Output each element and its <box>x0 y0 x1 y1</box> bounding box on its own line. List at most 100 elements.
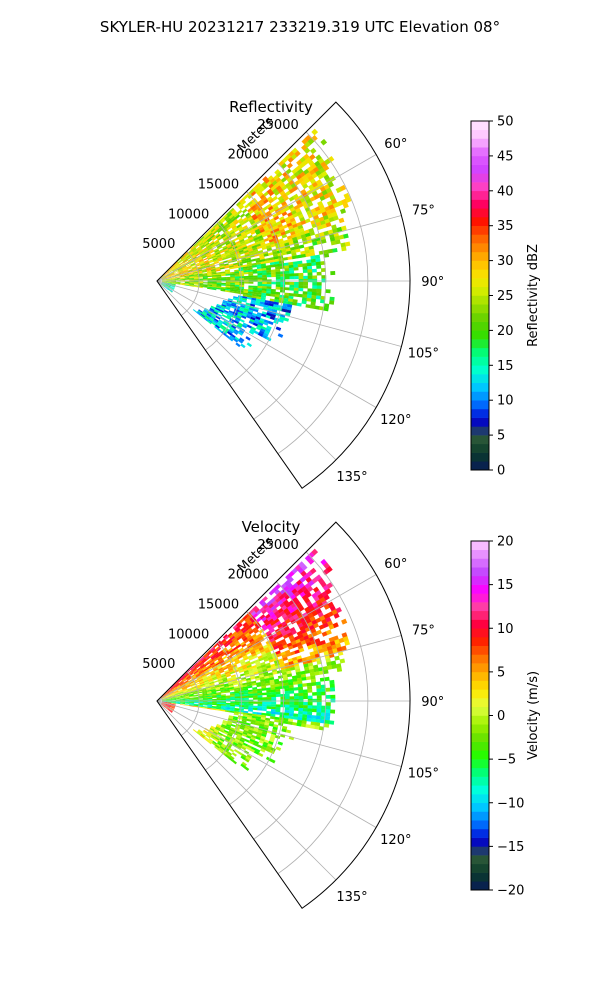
radar-cell <box>182 677 187 682</box>
radar-cell <box>205 672 211 676</box>
radar-cell <box>236 735 242 740</box>
radar-cell <box>268 658 275 663</box>
radar-cell <box>312 275 318 279</box>
colorbar-segment <box>471 208 489 218</box>
radar-cell <box>265 717 271 722</box>
radar-cell <box>206 237 212 242</box>
radar-cell <box>184 283 190 285</box>
radar-cell <box>232 731 238 736</box>
radar-cell <box>246 664 252 669</box>
radar-cell <box>301 657 308 662</box>
radar-cell <box>234 692 240 696</box>
radar-cell <box>214 232 220 238</box>
grid-spoke <box>156 700 337 881</box>
radar-cell <box>262 596 268 602</box>
radar-cell <box>193 705 199 708</box>
radar-cell <box>228 667 234 672</box>
radar-cell <box>210 241 215 246</box>
radar-cell <box>215 234 221 239</box>
radar-cell <box>245 650 251 656</box>
radar-cell <box>286 306 292 311</box>
radar-cell <box>160 704 165 708</box>
radar-cell <box>171 282 176 284</box>
radar-cell <box>325 709 331 714</box>
radar-cell <box>164 272 169 276</box>
radar-cell <box>232 313 238 318</box>
radar-cell <box>221 277 227 279</box>
radar-cell <box>273 678 280 683</box>
radar-cell <box>165 695 171 698</box>
radar-cell <box>307 612 314 619</box>
radar-cell <box>188 258 193 263</box>
radar-cell <box>261 685 267 689</box>
radar-cell <box>220 271 226 274</box>
radar-cell <box>228 756 234 762</box>
radar-cell <box>260 328 266 333</box>
radar-cell <box>233 740 239 745</box>
radar-cell <box>192 309 198 313</box>
radar-cell <box>239 238 245 243</box>
radar-cell <box>302 689 308 693</box>
radar-cell <box>224 635 230 641</box>
radar-cell <box>279 243 286 248</box>
radar-cell <box>330 698 336 703</box>
radar-cell <box>230 241 236 245</box>
radar-cell <box>263 739 270 744</box>
radar-cell <box>247 269 253 273</box>
radar-cell <box>174 693 180 696</box>
radar-cell <box>237 322 244 327</box>
radar-cell <box>311 128 319 136</box>
radar-cell <box>196 239 202 244</box>
radar-cell <box>241 721 247 725</box>
radar-cell <box>232 682 239 686</box>
radar-cell <box>184 695 190 698</box>
radar-cell <box>203 317 209 322</box>
radar-cell <box>201 254 207 258</box>
radar-cell <box>295 638 301 644</box>
radial-tick-label: 5000 <box>142 657 175 672</box>
colorbar-segment <box>471 400 489 410</box>
radar-cell <box>270 288 276 292</box>
radar-cell <box>260 717 266 721</box>
azimuth-tick-label: 75° <box>412 624 435 639</box>
radar-cell <box>252 275 258 278</box>
radar-cell <box>292 212 299 218</box>
radar-cell <box>332 228 338 234</box>
radar-cell <box>280 696 286 700</box>
radar-cell <box>241 315 247 320</box>
radar-cell <box>168 689 173 693</box>
radar-cell <box>166 703 171 706</box>
radar-cell <box>213 643 218 649</box>
radar-cell <box>206 688 212 691</box>
radar-cell <box>166 701 172 703</box>
radar-cell <box>207 739 213 744</box>
radar-cell <box>287 304 293 308</box>
radar-cell <box>182 687 187 690</box>
radar-cell <box>249 328 256 333</box>
radar-cell <box>211 255 217 259</box>
radar-cell <box>225 276 231 279</box>
radar-cell <box>203 679 209 683</box>
radar-cell <box>284 685 290 689</box>
radar-cell <box>279 265 285 270</box>
radar-cell <box>209 660 215 665</box>
radar-cell <box>240 343 246 349</box>
radar-cell <box>215 268 221 271</box>
radar-cell <box>161 704 165 708</box>
radar-cell <box>249 615 255 622</box>
radar-cell <box>239 306 245 311</box>
radar-cell <box>303 702 309 706</box>
radar-cell <box>336 646 343 653</box>
radar-cell <box>228 633 234 639</box>
radar-cell <box>293 707 299 712</box>
radar-cell <box>189 261 195 265</box>
radar-cell <box>321 705 327 710</box>
radar-cell <box>216 693 222 696</box>
radar-cell <box>229 335 235 340</box>
radar-cell <box>228 213 234 219</box>
radar-cell <box>239 286 245 289</box>
radar-cell <box>222 301 228 305</box>
radar-cell <box>222 214 228 219</box>
radar-cell <box>267 224 274 230</box>
